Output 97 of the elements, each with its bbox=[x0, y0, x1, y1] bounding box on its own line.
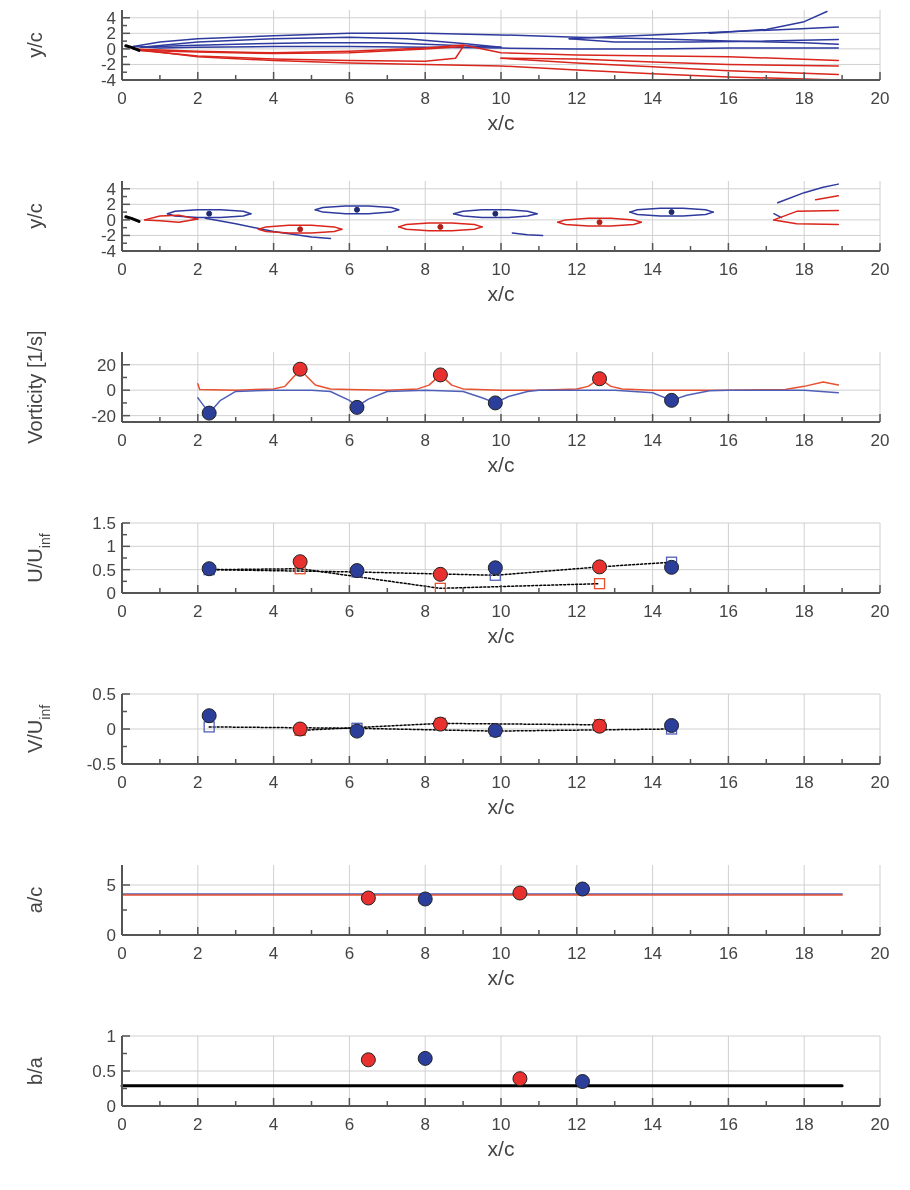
x-tick-label: 2 bbox=[193, 773, 203, 792]
x-tick-label: 8 bbox=[420, 602, 430, 621]
x-tick-label: 14 bbox=[643, 89, 663, 108]
x-tick-label: 2 bbox=[193, 431, 203, 450]
x-tick-label: 20 bbox=[870, 944, 890, 963]
x-tick-label: 2 bbox=[193, 260, 203, 279]
x-tick-label: 6 bbox=[344, 1115, 355, 1134]
x-tick-label: 18 bbox=[794, 260, 814, 279]
y-tick-label: 20 bbox=[97, 355, 116, 375]
y-axis-title: Vorticity [1/s] bbox=[24, 330, 46, 444]
x-tick-label: 2 bbox=[193, 1115, 203, 1134]
x-axis-title: x/c bbox=[487, 624, 515, 647]
x-tick-label: 12 bbox=[567, 89, 587, 108]
x-tick-label: 14 bbox=[643, 431, 663, 450]
y-tick-label: 0 bbox=[106, 583, 116, 603]
x-axis-title: x/c bbox=[487, 453, 515, 476]
x-tick-label: 20 bbox=[870, 431, 890, 450]
x-tick-label: 20 bbox=[870, 602, 890, 621]
x-axis-title: x/c bbox=[487, 966, 515, 989]
x-tick-label: 18 bbox=[794, 431, 814, 450]
x-tick-label: 6 bbox=[344, 602, 355, 621]
x-tick-label: 4 bbox=[268, 431, 279, 450]
x-tick-label: 14 bbox=[643, 260, 663, 279]
x-tick-label: 20 bbox=[870, 89, 890, 108]
y-tick-label: 0.5 bbox=[92, 684, 116, 704]
y-tick-label: 0.5 bbox=[92, 560, 116, 580]
y-tick-label: 0 bbox=[106, 719, 116, 739]
x-tick-label: 16 bbox=[718, 602, 738, 621]
x-tick-label: 10 bbox=[491, 431, 511, 450]
x-tick-label: 10 bbox=[491, 773, 511, 792]
x-tick-label: 4 bbox=[268, 89, 279, 108]
x-tick-label: 10 bbox=[491, 260, 511, 279]
x-axis-title: x/c bbox=[487, 282, 515, 305]
x-tick-label: 2 bbox=[193, 944, 203, 963]
x-tick-label: 8 bbox=[420, 1115, 430, 1134]
x-axis-title: x/c bbox=[487, 111, 515, 134]
x-tick-label: 8 bbox=[420, 944, 430, 963]
y-tick-label: -0.5 bbox=[86, 754, 116, 774]
x-tick-label: 8 bbox=[420, 89, 430, 108]
x-axis-title: x/c bbox=[487, 795, 515, 818]
x-tick-label: 12 bbox=[567, 602, 587, 621]
x-tick-label: 14 bbox=[643, 602, 663, 621]
y-tick-label: 0 bbox=[106, 1096, 116, 1116]
x-tick-label: 4 bbox=[268, 602, 279, 621]
x-tick-label: 8 bbox=[420, 431, 430, 450]
x-tick-label: 6 bbox=[344, 944, 355, 963]
x-tick-label: 18 bbox=[794, 89, 814, 108]
x-tick-label: 16 bbox=[718, 89, 738, 108]
y-tick-label: 1 bbox=[106, 1026, 116, 1046]
x-tick-label: 14 bbox=[643, 773, 663, 792]
x-tick-label: 18 bbox=[794, 773, 814, 792]
x-tick-label: 8 bbox=[420, 773, 430, 792]
x-axis-title: x/c bbox=[487, 1137, 515, 1160]
x-tick-label: 4 bbox=[268, 260, 279, 279]
y-tick-label: 0.5 bbox=[92, 1061, 116, 1081]
x-tick-label: 18 bbox=[794, 944, 814, 963]
y-tick-label: 1.5 bbox=[92, 513, 116, 533]
x-tick-label: 12 bbox=[567, 260, 587, 279]
x-tick-label: 6 bbox=[344, 773, 355, 792]
x-tick-label: 6 bbox=[344, 89, 355, 108]
x-tick-label: 12 bbox=[567, 944, 587, 963]
y-axis-title: y/c bbox=[24, 203, 46, 229]
x-tick-label: 20 bbox=[870, 773, 890, 792]
x-tick-label: 10 bbox=[491, 1115, 511, 1134]
x-tick-label: 10 bbox=[491, 89, 511, 108]
x-tick-label: 6 bbox=[344, 431, 355, 450]
x-tick-label: 20 bbox=[870, 1115, 890, 1134]
x-tick-label: 12 bbox=[567, 431, 587, 450]
x-tick-label: 20 bbox=[870, 260, 890, 279]
y-tick-label: 0 bbox=[106, 925, 116, 945]
y-tick-label: 5 bbox=[106, 875, 116, 895]
x-tick-label: 6 bbox=[344, 260, 355, 279]
x-tick-label: 16 bbox=[718, 260, 738, 279]
x-tick-label: 8 bbox=[420, 260, 430, 279]
x-tick-label: 4 bbox=[268, 773, 279, 792]
y-tick-label: 0 bbox=[106, 381, 116, 401]
x-tick-label: 14 bbox=[643, 944, 663, 963]
y-tick-label: 1 bbox=[106, 537, 116, 557]
x-tick-label: 16 bbox=[718, 431, 738, 450]
x-tick-label: 2 bbox=[193, 602, 203, 621]
x-tick-label: 12 bbox=[567, 773, 587, 792]
x-tick-label: 12 bbox=[567, 1115, 587, 1134]
x-tick-label: 18 bbox=[794, 1115, 814, 1134]
y-axis-title: b/a bbox=[24, 1056, 46, 1085]
y-axis-title: y/c bbox=[24, 32, 46, 58]
x-tick-label: 14 bbox=[643, 1115, 663, 1134]
x-tick-label: 4 bbox=[268, 1115, 279, 1134]
x-tick-label: 18 bbox=[794, 602, 814, 621]
x-tick-label: 2 bbox=[193, 89, 203, 108]
x-tick-label: 16 bbox=[718, 1115, 738, 1134]
y-axis-title: a/c bbox=[24, 886, 46, 914]
x-tick-label: 16 bbox=[718, 944, 738, 963]
x-tick-label: 10 bbox=[491, 602, 511, 621]
y-tick-label: -20 bbox=[91, 406, 116, 426]
x-tick-label: 10 bbox=[491, 944, 511, 963]
x-tick-label: 4 bbox=[268, 944, 279, 963]
x-tick-label: 16 bbox=[718, 773, 738, 792]
